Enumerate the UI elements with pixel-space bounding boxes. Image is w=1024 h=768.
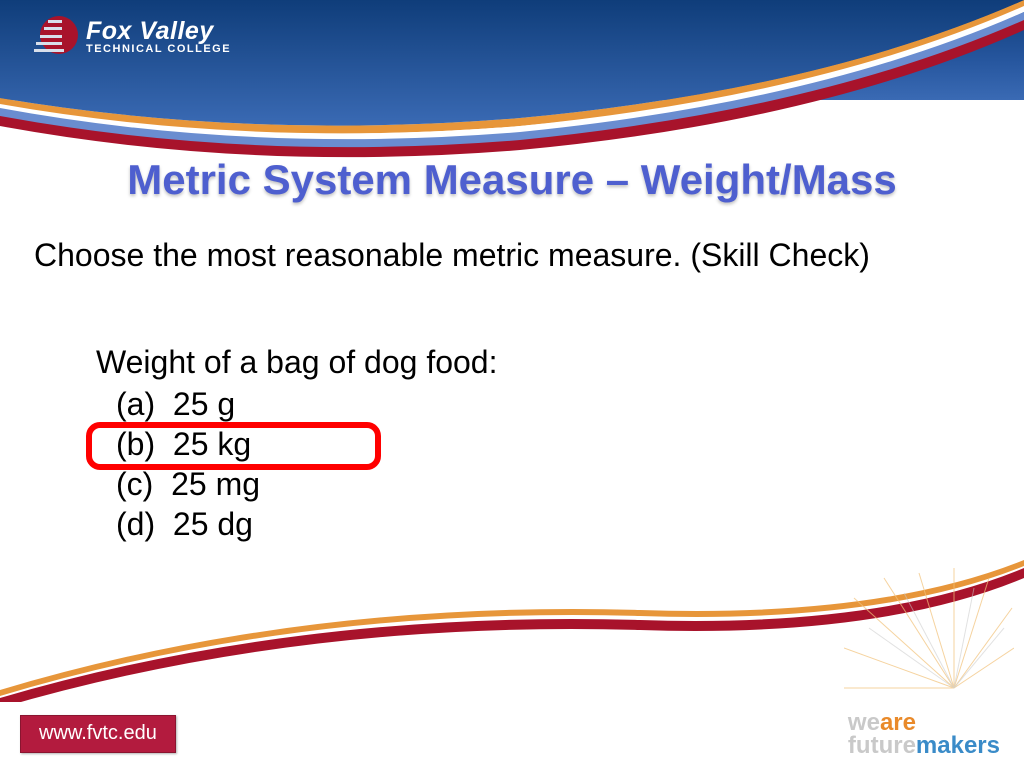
option-c: (c) 25 mg xyxy=(116,464,260,504)
instruction-text: Choose the most reasonable metric measur… xyxy=(34,236,984,275)
tagline: weare futuremakers xyxy=(848,712,1000,758)
option-d-letter: (d) xyxy=(116,506,155,542)
url-badge: www.fvtc.edu xyxy=(20,715,176,753)
option-a: (a) 25 g xyxy=(116,384,260,424)
logo-main-text: Fox Valley xyxy=(86,17,231,46)
question-text: Weight of a bag of dog food: xyxy=(96,344,497,381)
logo-mark-icon xyxy=(34,14,78,58)
option-c-text: 25 mg xyxy=(171,466,260,502)
logo-text: Fox Valley TECHNICAL COLLEGE xyxy=(86,17,231,55)
option-c-letter: (c) xyxy=(116,466,153,502)
option-a-letter: (a) xyxy=(116,386,155,422)
logo-sub-text: TECHNICAL COLLEGE xyxy=(86,43,231,55)
college-logo: Fox Valley TECHNICAL COLLEGE xyxy=(34,14,231,58)
option-d: (d) 25 dg xyxy=(116,504,260,544)
tagline-word-future: future xyxy=(848,732,916,759)
correct-answer-highlight xyxy=(86,422,381,470)
option-a-text: 25 g xyxy=(173,386,235,422)
slide-title: Metric System Measure – Weight/Mass xyxy=(0,156,1024,204)
option-d-text: 25 dg xyxy=(173,506,253,542)
tagline-word-makers: makers xyxy=(916,732,1000,759)
bottom-swoosh-icon xyxy=(0,540,1024,720)
